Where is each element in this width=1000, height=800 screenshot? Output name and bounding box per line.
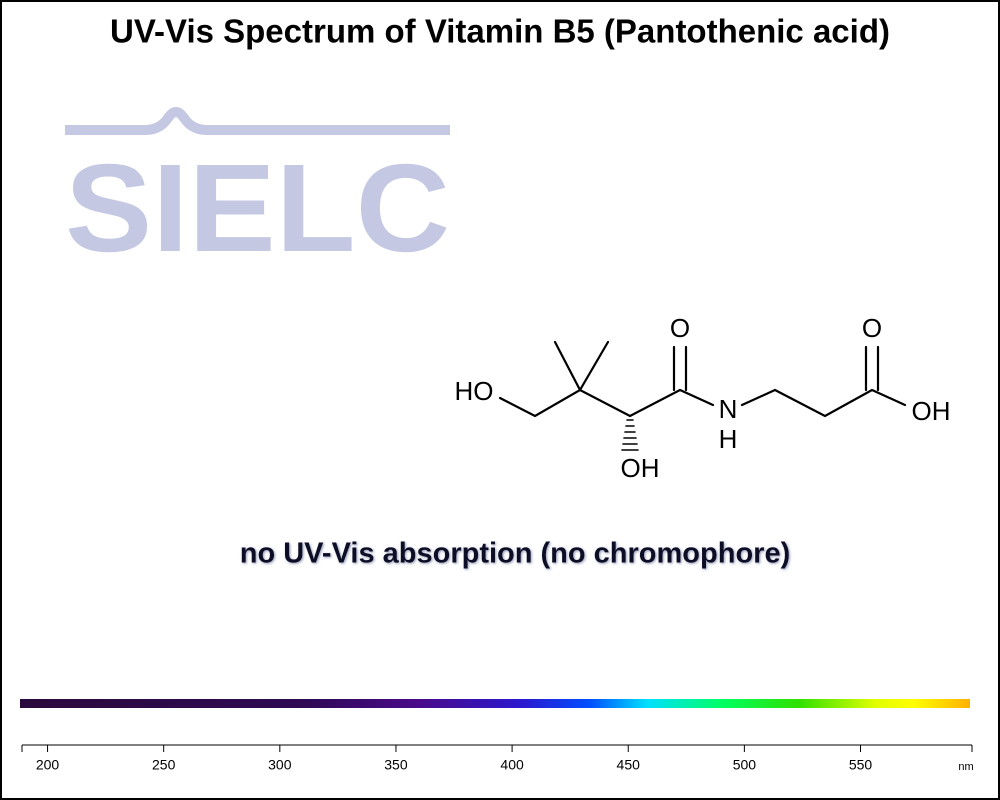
atom-label: O (670, 313, 690, 343)
x-tick-label: 400 (500, 757, 524, 773)
x-tick-label: 300 (268, 757, 292, 773)
atom-label: O (862, 313, 882, 343)
logo-swoosh (65, 107, 450, 135)
logo-text: SIELC (65, 139, 450, 278)
stereo-bond (621, 419, 639, 451)
chart-title: UV-Vis Spectrum of Vitamin B5 (Pantothen… (110, 13, 890, 50)
bond (498, 388, 715, 418)
x-tick-label: 250 (152, 757, 176, 773)
spectrum-bar (20, 699, 970, 708)
x-tick-label: 450 (617, 757, 641, 773)
bond (740, 388, 907, 418)
atom-label: OH (621, 453, 660, 483)
x-axis-label: nm (958, 761, 973, 773)
x-tick-label: 500 (733, 757, 757, 773)
atom-label: HO (455, 376, 494, 406)
logo: SIELC (65, 107, 450, 278)
annotation: no UV-Vis absorption (no chromophore) (240, 538, 790, 570)
atom-label: N (719, 394, 738, 424)
bond (672, 345, 688, 392)
bond (553, 340, 610, 392)
molecule: HO OH O N H O OH (455, 313, 951, 483)
x-axis: nm 200 250 300 350 400 450 500 550 (21, 744, 974, 773)
x-tick-label: 550 (849, 757, 873, 773)
atom-label: H (719, 424, 738, 454)
bond (864, 345, 880, 392)
x-tick-label: 200 (36, 757, 60, 773)
atom-label: OH (912, 396, 951, 426)
x-tick-label: 350 (384, 757, 408, 773)
